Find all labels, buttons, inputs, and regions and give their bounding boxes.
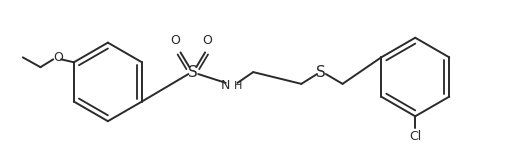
Text: S: S: [188, 65, 198, 80]
Text: N: N: [221, 79, 231, 92]
Text: S: S: [316, 65, 326, 80]
Text: O: O: [53, 51, 63, 64]
Text: O: O: [171, 34, 180, 47]
Text: O: O: [202, 34, 212, 47]
Text: H: H: [234, 81, 242, 91]
Text: Cl: Cl: [409, 130, 422, 143]
